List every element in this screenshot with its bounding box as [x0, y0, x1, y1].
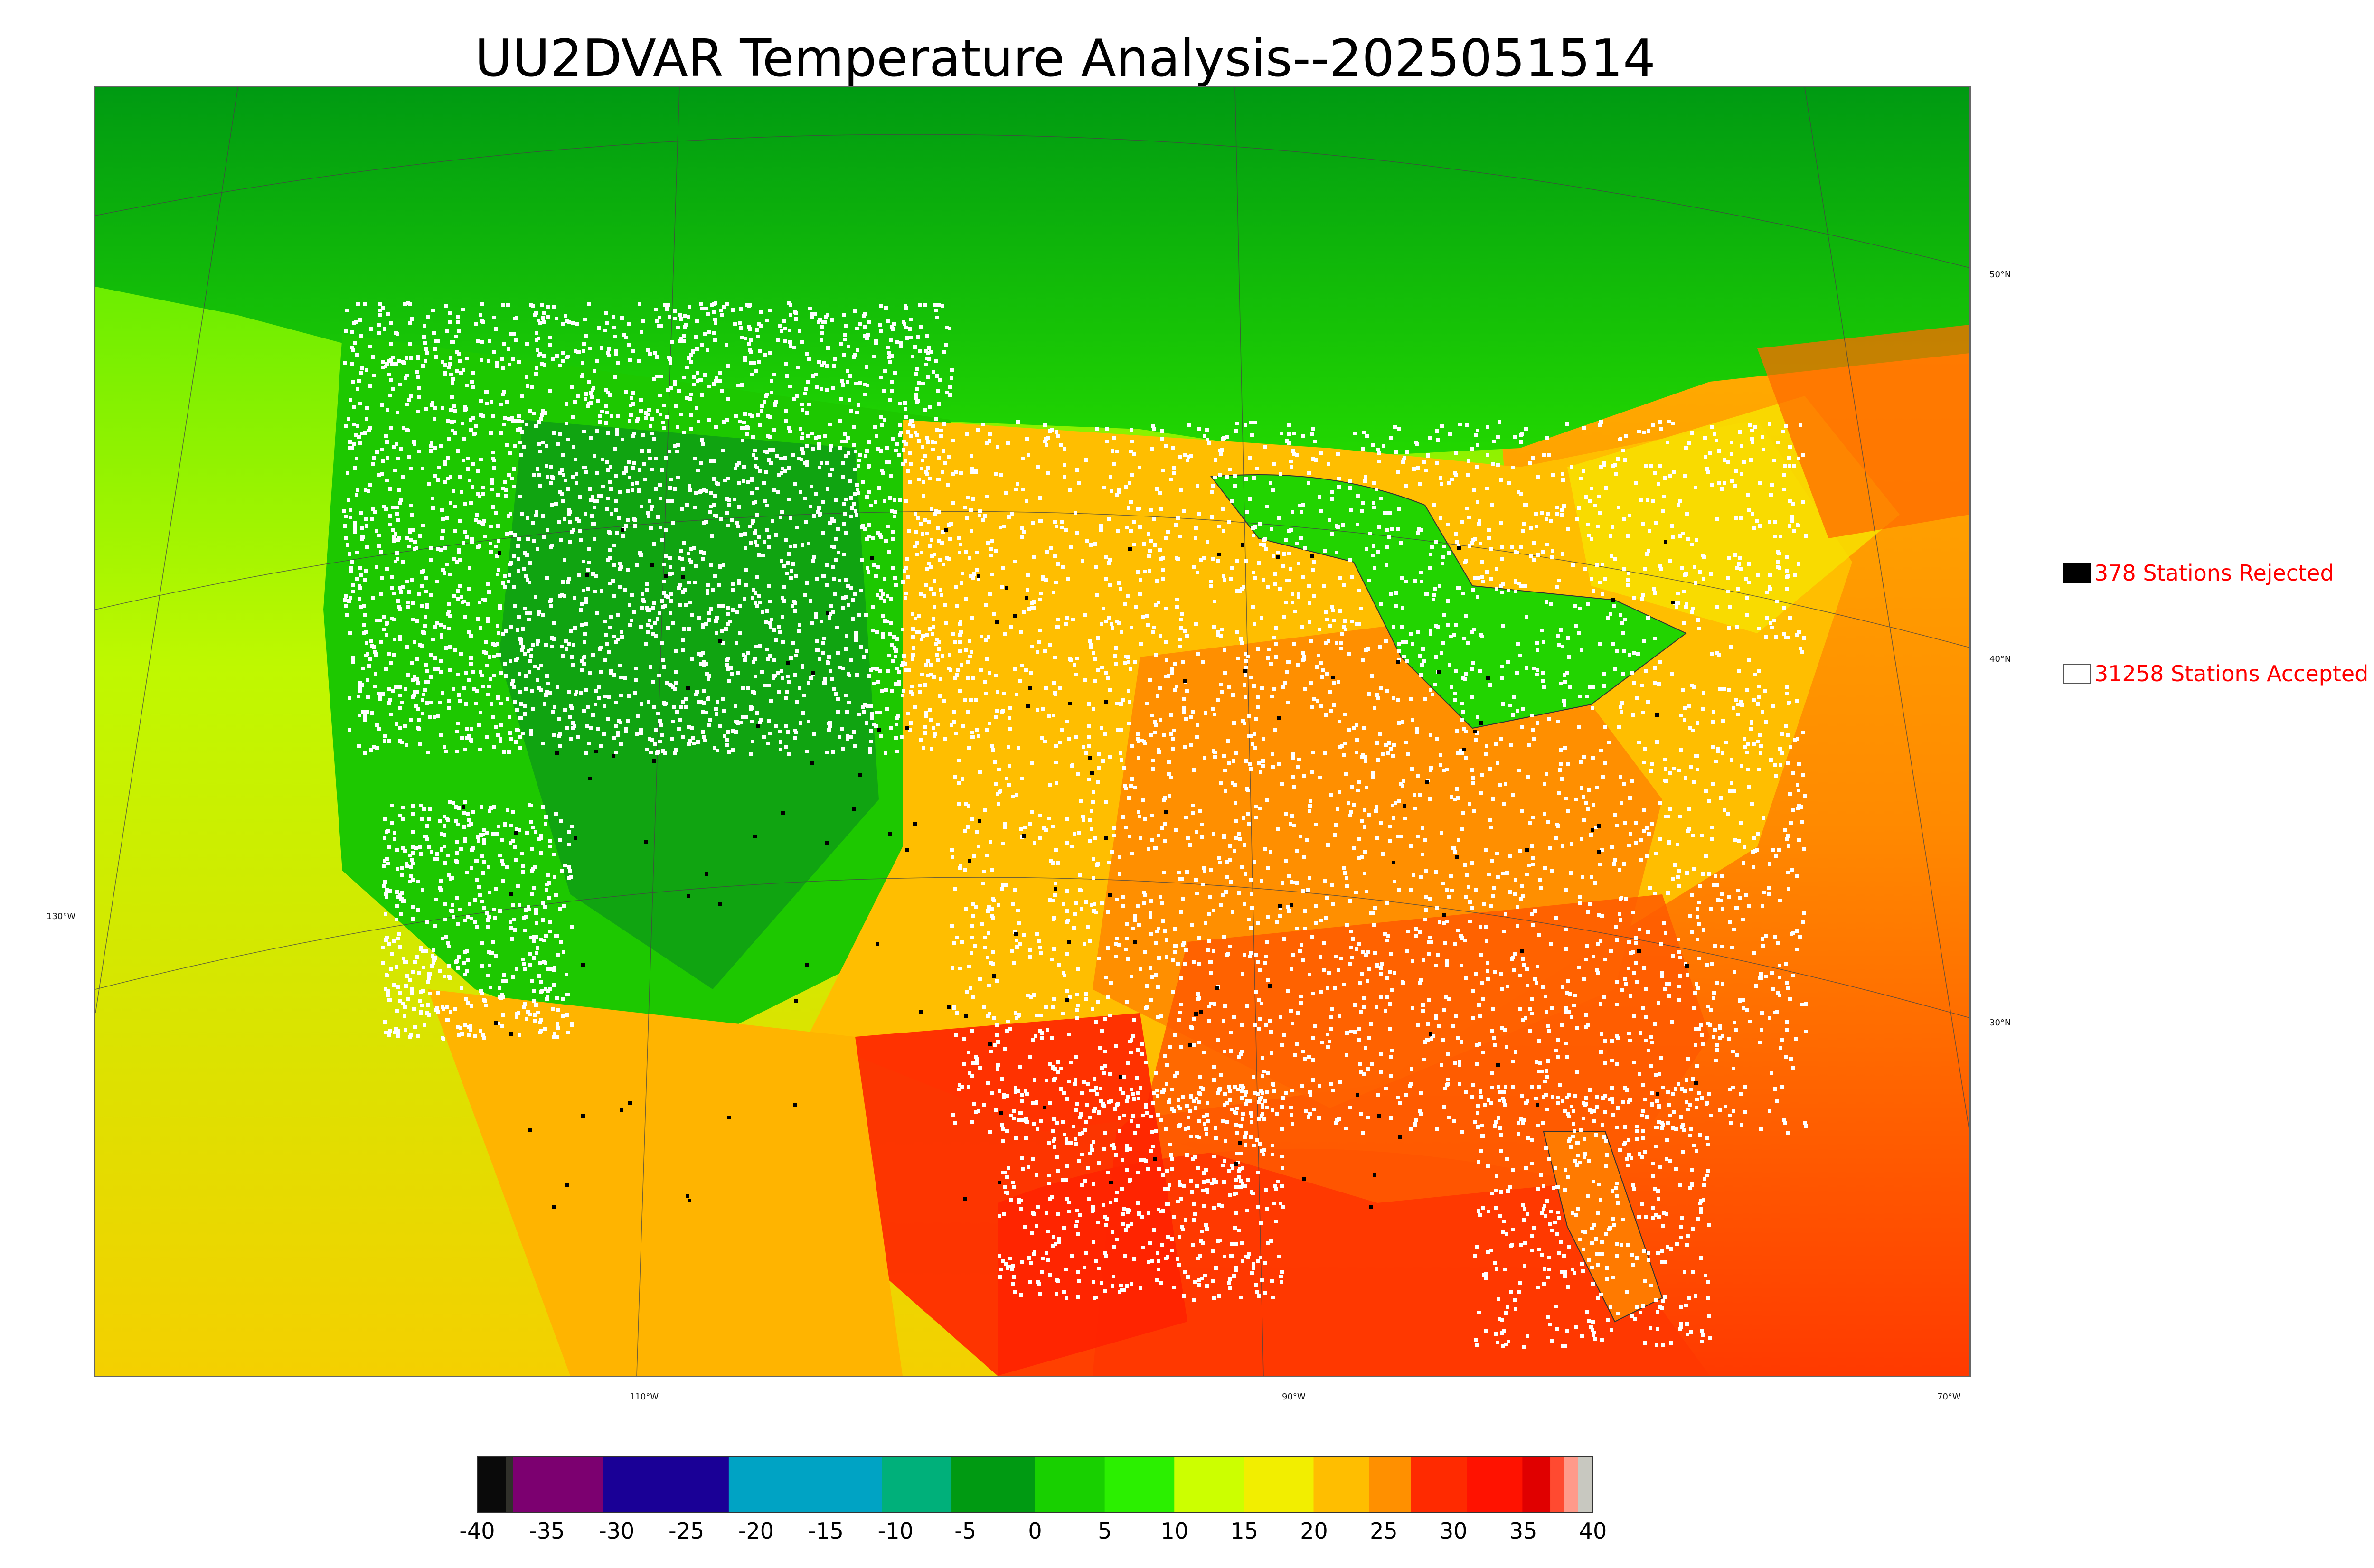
- colorbar-tick-label: 30: [1439, 1518, 1468, 1544]
- map-frame: [94, 86, 1971, 1377]
- canada-region: [95, 87, 1969, 458]
- colorbar-tick-label: -5: [954, 1518, 977, 1544]
- parallel-50n: [95, 134, 1969, 268]
- stations-accepted: [342, 301, 1808, 1349]
- colorbar-band-18: [1578, 1457, 1592, 1512]
- parallel-40n: [95, 511, 1969, 648]
- lon-label-110w: 110°W: [630, 1392, 659, 1402]
- colorbar-tick-label: 40: [1579, 1518, 1607, 1544]
- colorbar-tick-label: -30: [599, 1518, 635, 1544]
- colorbar-tick-label: -15: [808, 1518, 844, 1544]
- accepted-swatch: [2063, 664, 2091, 684]
- meridian-90w: [1234, 87, 1264, 1376]
- legend-rejected: 378 Stations Rejected: [2063, 560, 2334, 586]
- colorbar-band-14: [1467, 1457, 1523, 1512]
- colorbar-band-8: [1104, 1457, 1175, 1512]
- colorbar-tick-label: 10: [1160, 1518, 1189, 1544]
- colorbar-band-11: [1313, 1457, 1370, 1512]
- rejected-swatch: [2063, 563, 2091, 583]
- colorbar-band-6: [951, 1457, 1036, 1512]
- colorbar-tick-label: 15: [1230, 1518, 1258, 1544]
- lat-label-30n: 30°N: [1989, 1018, 2011, 1028]
- lon-label-130w: 130°W: [47, 911, 76, 921]
- lon-label-90w: 90°W: [1282, 1392, 1306, 1402]
- colorbar-band-9: [1174, 1457, 1244, 1512]
- colorbar-tick-label: -40: [459, 1518, 495, 1544]
- southeast-hot: [1140, 894, 1710, 1203]
- colorbar-tick-label: -20: [738, 1518, 774, 1544]
- colorbar-band-2: [513, 1457, 604, 1512]
- map-title: UU2DVAR Temperature Analysis--2025051514: [475, 29, 1656, 88]
- rockies-cold: [499, 420, 879, 989]
- colorbar-tick-label: 25: [1370, 1518, 1398, 1544]
- legend-accepted-text: 31258 Stations Accepted: [2094, 661, 2369, 686]
- colorbar-tick-label: -10: [877, 1518, 914, 1544]
- quebec-warm: [1757, 325, 1969, 538]
- colorbar-band-10: [1244, 1457, 1314, 1512]
- graticule: [95, 87, 1969, 1376]
- mexico: [428, 989, 903, 1376]
- colorbar-band-3: [603, 1457, 729, 1512]
- temperature-map: [95, 87, 1969, 1376]
- colorbar-band-12: [1369, 1457, 1412, 1512]
- lat-label-40n: 40°N: [1989, 654, 2011, 664]
- colorbar-tick-label: 0: [1028, 1518, 1042, 1544]
- parallel-30n: [95, 877, 1969, 1018]
- legend-rejected-text: 378 Stations Rejected: [2094, 560, 2334, 586]
- colorbar-tick-label: 5: [1098, 1518, 1112, 1544]
- colorbar-band-15: [1522, 1457, 1551, 1512]
- colorbar-tick-label: -25: [669, 1518, 705, 1544]
- lon-label-70w: 70°W: [1937, 1392, 1961, 1402]
- colorbar-band-1: [506, 1457, 513, 1512]
- legend-accepted: 31258 Stations Accepted: [2063, 661, 2368, 686]
- lat-label-50n: 50°N: [1989, 270, 2011, 280]
- colorbar-band-5: [882, 1457, 952, 1512]
- colorbar-tick-label: 35: [1509, 1518, 1537, 1544]
- colorbar-band-7: [1035, 1457, 1105, 1512]
- colorbar-band-16: [1550, 1457, 1564, 1512]
- colorbar-tick-label: -35: [529, 1518, 565, 1544]
- stations-rejected: [462, 528, 1698, 1209]
- meridian-130w: [95, 87, 238, 1014]
- colorbar-band-0: [478, 1457, 507, 1512]
- florida: [1543, 1131, 1663, 1323]
- colorbar-tick-label: 20: [1300, 1518, 1328, 1544]
- colorbar-band-4: [728, 1457, 882, 1512]
- colorbar-band-13: [1411, 1457, 1467, 1512]
- meridian-70w: [1804, 87, 1969, 1132]
- colorbar-band-17: [1564, 1457, 1579, 1512]
- colorbar: [477, 1456, 1593, 1513]
